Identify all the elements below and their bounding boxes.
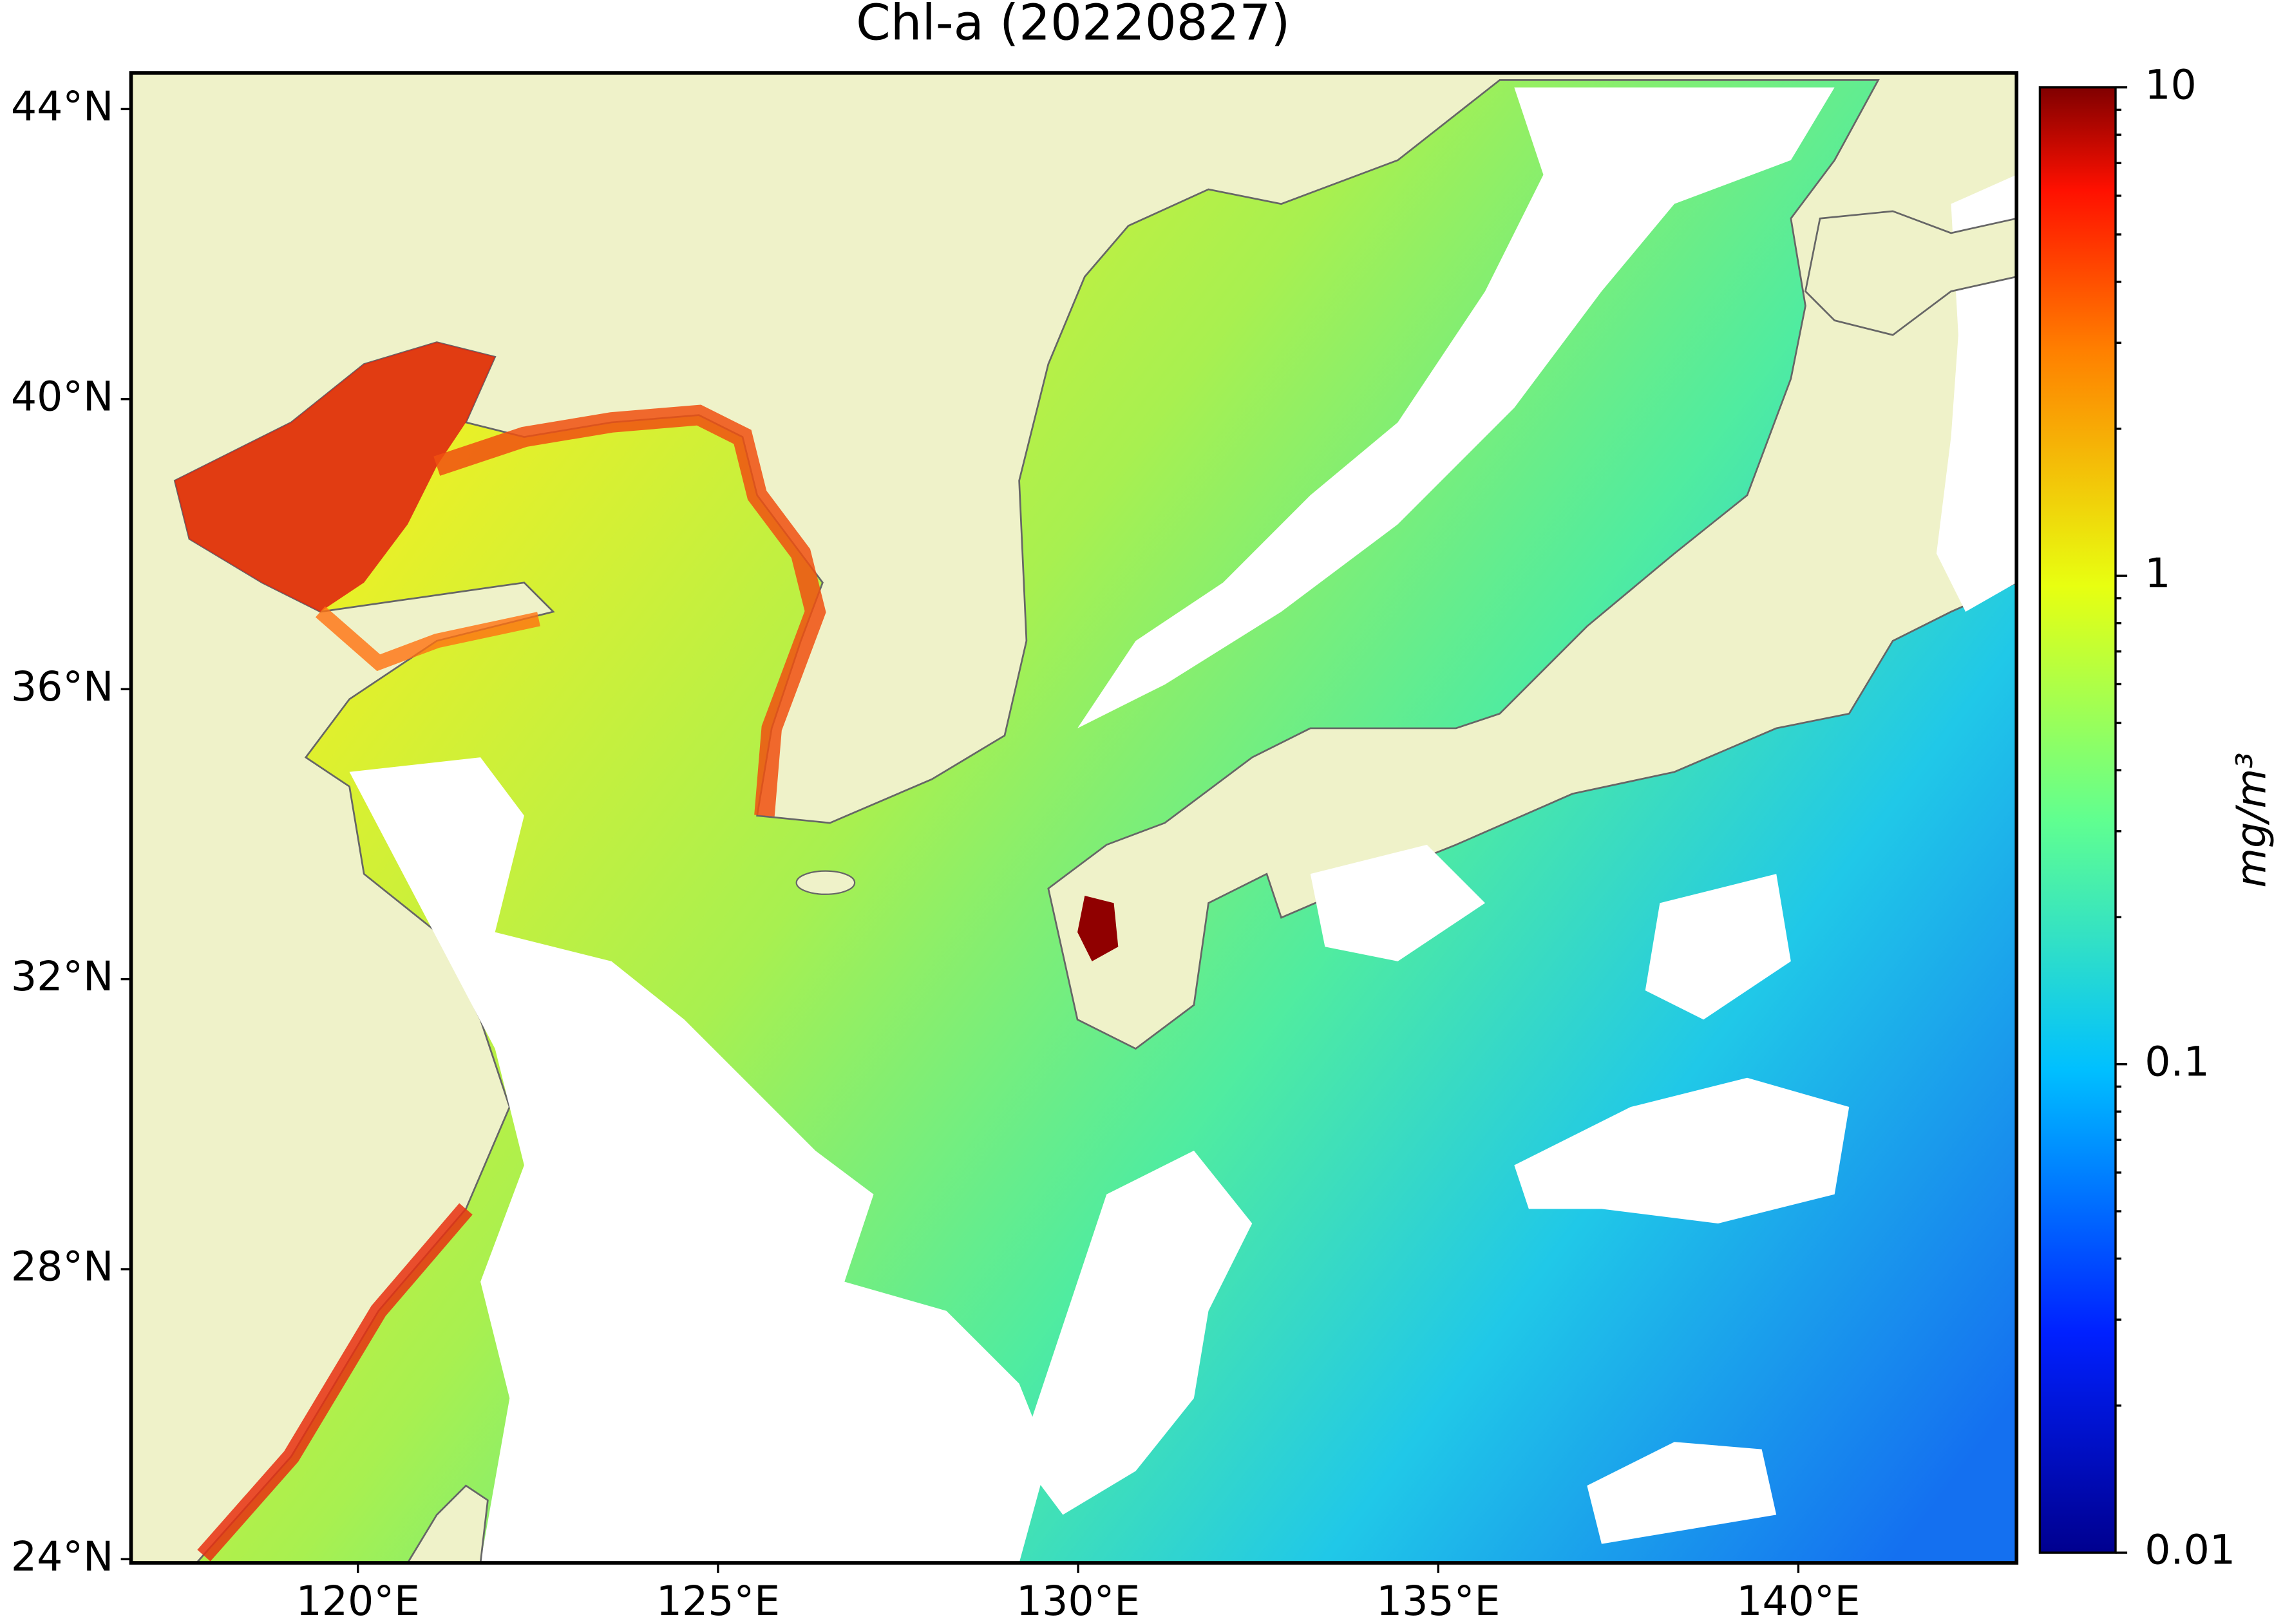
colorbar-tick-label: 1	[2145, 549, 2170, 597]
cloud	[1019, 1150, 1253, 1515]
cloud	[1514, 1077, 1850, 1223]
colorbar-tick-label: 0.1	[2145, 1037, 2210, 1085]
x-tick-label: 135°E	[1376, 1577, 1500, 1624]
cloud	[349, 757, 1048, 1563]
map	[131, 73, 2017, 1563]
cloud	[1645, 874, 1791, 1020]
cloud	[1077, 87, 1835, 728]
kyushu-bay	[1077, 896, 1119, 961]
x-tick-label: 125°E	[656, 1577, 780, 1624]
y-tick-label: 32°N	[11, 952, 114, 1000]
coastal-high	[197, 1203, 473, 1562]
y-tick-label: 40°N	[11, 372, 114, 420]
map-frame	[129, 71, 2019, 1565]
no-data	[349, 87, 2017, 1563]
x-tick-label: 130°E	[1016, 1577, 1140, 1624]
y-tick-label: 44°N	[11, 82, 114, 130]
cloud	[1587, 1442, 1777, 1544]
jeju	[795, 870, 856, 895]
taiwan	[406, 1484, 489, 1563]
colorbar	[2038, 86, 2117, 1554]
coastal-high	[315, 606, 540, 672]
y-tick-label: 36°N	[11, 663, 114, 710]
bohai-high	[175, 342, 495, 612]
title: Chl-a (20220827)	[856, 0, 1290, 52]
coastal-high	[433, 404, 826, 817]
colorbar-tick-label: 0.01	[2145, 1526, 2235, 1574]
x-tick-label: 120°E	[296, 1577, 420, 1624]
hokkaido	[1804, 210, 2017, 336]
colorbar-tick-label: 10	[2145, 61, 2197, 108]
colorbar-label: mg/m³	[2227, 752, 2275, 887]
cloud	[1310, 844, 1486, 961]
x-tick-label: 140°E	[1736, 1577, 1860, 1624]
y-tick-label: 28°N	[11, 1243, 114, 1290]
y-tick-label: 24°N	[11, 1533, 114, 1580]
